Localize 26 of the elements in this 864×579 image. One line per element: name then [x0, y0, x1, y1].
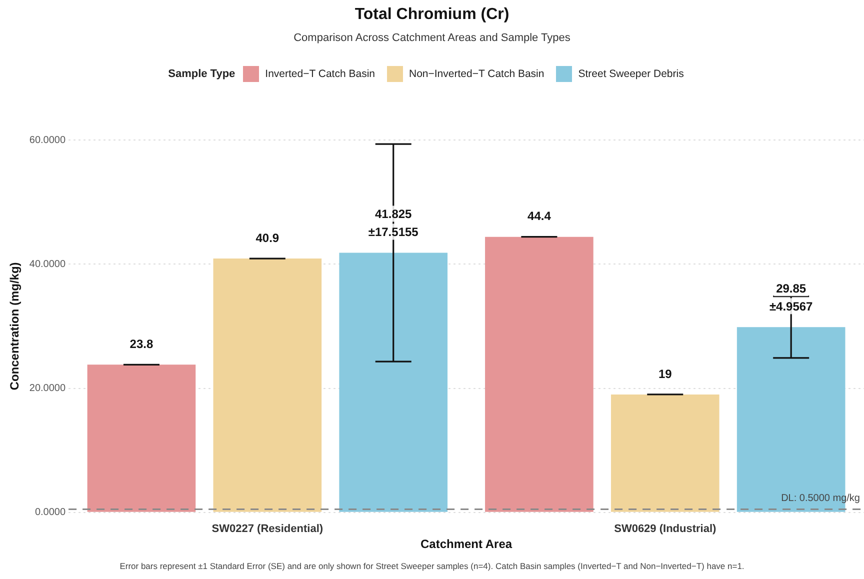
y-axis-title: Concentration (mg/kg) — [8, 262, 22, 390]
chart-title: Total Chromium (Cr) — [354, 6, 510, 24]
legend-title: Sample Type — [168, 68, 236, 80]
data-label: 41.825 ±17.5155 — [368, 207, 419, 240]
chart-subtitle: Comparison Across Catchment Areas and Sample Types — [292, 32, 572, 44]
data-label: 23.8 — [130, 336, 154, 351]
x-axis-title: Catchment Area — [420, 537, 512, 552]
x-tick-label: SW0629 (Industrial) — [614, 523, 717, 536]
bar — [485, 236, 594, 512]
text: Error bars represent ±1 Standard Error (SE) and are only shown for Street Sweeper samples (n=4). Catch Basin samples (Inverted−T and Non−Inverted−T) have n=1. — [118, 561, 746, 571]
bar — [213, 258, 322, 512]
bar — [610, 394, 720, 512]
bar — [339, 252, 448, 512]
legend-label: Street Sweeper Debris — [578, 68, 684, 80]
y-tick-label: 60.0000 — [29, 134, 66, 146]
y-tick-label: 0.0000 — [34, 507, 66, 518]
legend-label: Non−Inverted−T Catch Basin — [409, 68, 544, 80]
y-tick-label: 20.0000 — [29, 383, 66, 394]
data-label: 44.4 — [528, 209, 552, 224]
legend-label: Inverted−T Catch Basin — [265, 68, 375, 80]
bar — [87, 364, 196, 512]
data-label: 19 — [658, 366, 672, 381]
y-tick-label: 40.0000 — [29, 258, 66, 270]
data-label: 40.9 — [256, 230, 280, 245]
x-tick-label: SW0227 (Residential) — [212, 523, 324, 536]
data-label: 29.85 ±4.9567 — [769, 281, 814, 314]
